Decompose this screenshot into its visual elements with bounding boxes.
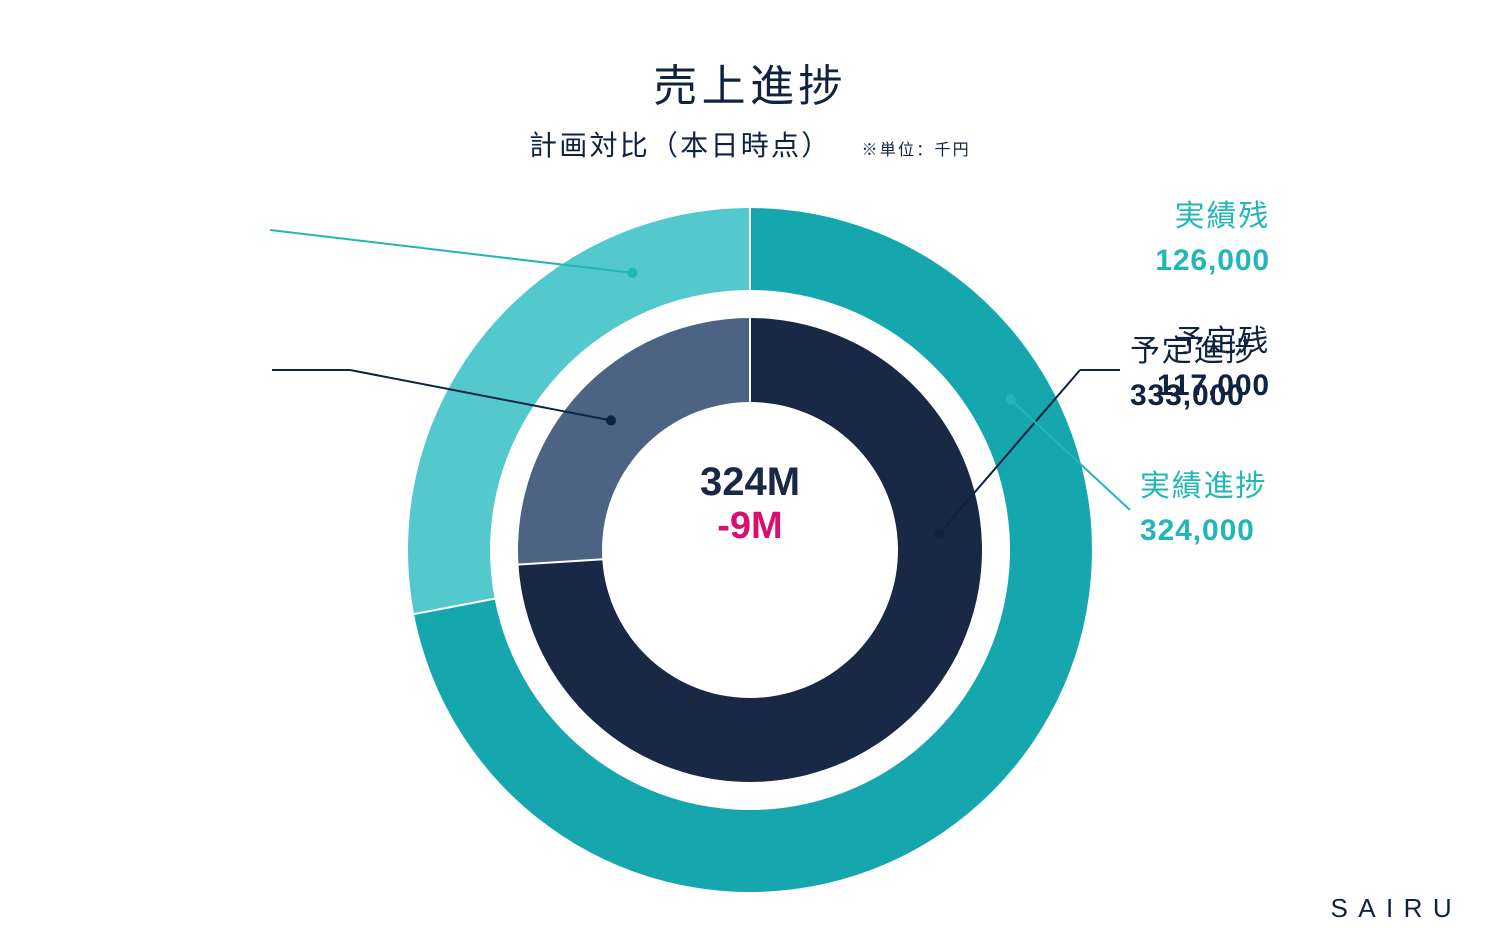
callout-value: 333,000 — [1130, 374, 1257, 418]
callout-actual-progress: 実績進捗 324,000 — [1140, 465, 1267, 552]
donut-chart — [390, 185, 1110, 925]
callout-label: 予定進捗 — [1130, 330, 1257, 374]
callout-value: 324,000 — [1140, 509, 1267, 553]
page-title: 売上進捗 — [0, 50, 1500, 114]
center-delta: -9M — [700, 505, 800, 548]
donut-center: 324M -9M — [700, 460, 800, 548]
subtitle: 計画対比（本日時点） — [529, 130, 831, 161]
callout-plan-progress: 予定進捗 333,000 — [1130, 330, 1257, 417]
callout-label: 実績進捗 — [1140, 465, 1267, 509]
subtitle-row: 計画対比（本日時点） ※単位：千円 — [0, 124, 1500, 164]
brand-logo: SAIRU — [1331, 893, 1462, 924]
unit-note: ※単位：千円 — [861, 142, 970, 159]
donut-svg — [390, 185, 1110, 925]
center-value: 324M — [700, 460, 800, 505]
callout-actual-remaining: 実績残 126,000 — [1155, 195, 1270, 282]
callout-value: 126,000 — [1155, 239, 1270, 283]
header: 売上進捗 計画対比（本日時点） ※単位：千円 — [0, 50, 1500, 164]
callout-label: 実績残 — [1155, 195, 1270, 239]
